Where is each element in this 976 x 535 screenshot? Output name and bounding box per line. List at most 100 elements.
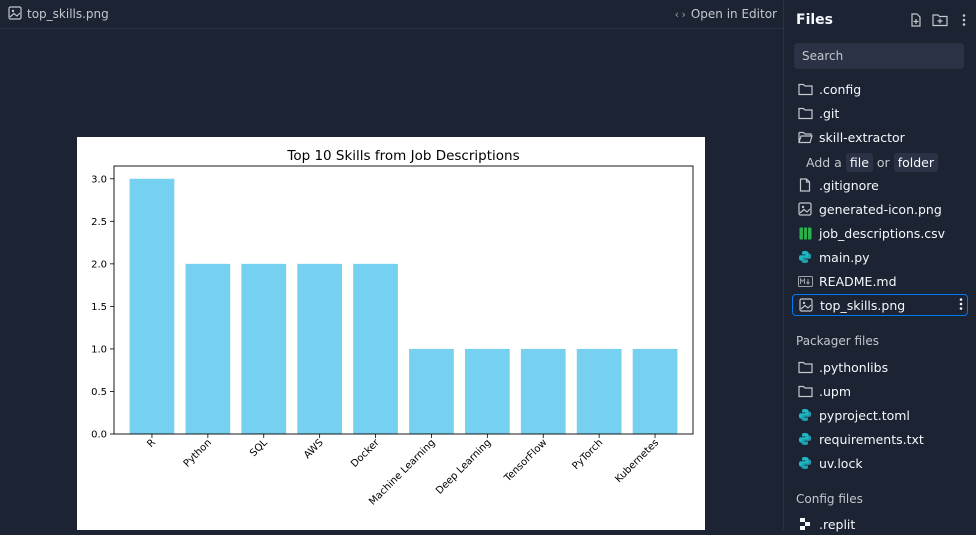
x-tick-label: TensorFlow xyxy=(502,437,549,484)
folder-icon xyxy=(797,105,813,121)
add-file-link[interactable]: file xyxy=(845,152,873,172)
python-icon xyxy=(797,249,813,265)
chart-image: Top 10 Skills from Job Descriptions R Pyth… xyxy=(77,137,705,530)
x-tick-label: Python xyxy=(182,437,214,469)
y-tick-label: 0.5 xyxy=(91,387,107,398)
x-tick-label: Docker xyxy=(349,437,382,470)
file-tree-item-label: main.py xyxy=(819,249,870,265)
kebab-menu-icon[interactable] xyxy=(959,297,963,314)
folder-icon xyxy=(797,383,813,399)
y-tick-label: 1.0 xyxy=(91,344,107,355)
x-tick-label: R xyxy=(145,437,158,450)
chart-bar xyxy=(576,348,622,434)
open-in-editor-label: Open in Editor xyxy=(690,7,777,21)
file-tree-item-label: .config xyxy=(819,81,862,97)
preview-title: top_skills.png xyxy=(8,5,109,23)
folder-icon xyxy=(797,359,813,375)
folder-open-icon xyxy=(797,129,813,145)
file-tree-item-label: .git xyxy=(819,105,840,121)
file-tree-item[interactable]: .git xyxy=(792,102,968,124)
chart-bar xyxy=(464,348,510,434)
search-placeholder: Search xyxy=(802,49,844,63)
x-tick-label: SQL xyxy=(248,437,270,459)
file-tree-item-label: generated-icon.png xyxy=(819,201,942,217)
folder-icon xyxy=(797,81,813,97)
x-tick-label: PyTorch xyxy=(570,437,605,472)
chart-bar xyxy=(241,263,287,434)
file-tree-item-label: requirements.txt xyxy=(819,431,924,447)
new-file-icon[interactable] xyxy=(908,12,924,28)
csv-icon xyxy=(797,225,813,241)
add-or-text: or xyxy=(876,154,890,170)
file-tree-item[interactable]: pyproject.toml xyxy=(792,404,968,426)
file-tree-item-label: pyproject.toml xyxy=(819,407,910,423)
more-options-icon[interactable] xyxy=(956,12,972,28)
image-icon xyxy=(798,297,814,313)
chart-bar xyxy=(520,348,566,434)
file-tree-item[interactable]: .upm xyxy=(792,380,968,402)
file-tree-item[interactable]: main.py xyxy=(792,246,968,268)
replit-icon xyxy=(797,516,813,532)
chart-bar xyxy=(353,263,398,434)
packager-files-label: Packager files xyxy=(796,334,880,348)
file-tree-item-label: uv.lock xyxy=(819,455,863,471)
x-tick-label: Kubernetes xyxy=(613,437,661,485)
chart-title: Top 10 Skills from Job Descriptions xyxy=(286,148,519,164)
file-tree-item[interactable]: generated-icon.png xyxy=(792,198,968,220)
add-text: Add a xyxy=(806,154,842,170)
file-tree-item-label: .upm xyxy=(819,383,852,399)
add-file-or-folder: Add a file or folder xyxy=(806,151,938,173)
new-folder-icon[interactable] xyxy=(932,12,948,28)
python-icon xyxy=(797,455,813,471)
chart-bar xyxy=(409,348,454,434)
x-tick-label: AWS xyxy=(302,437,326,461)
file-tree-item-label: .gitignore xyxy=(819,177,879,193)
file-tree-item-label: README.md xyxy=(819,273,897,289)
plot-frame xyxy=(113,165,694,435)
python-icon xyxy=(797,407,813,423)
chart-bar xyxy=(185,263,231,434)
file-tree-item[interactable]: requirements.txt xyxy=(792,428,968,450)
files-header: Files xyxy=(796,10,972,30)
y-tick-label: 1.5 xyxy=(91,302,107,313)
image-icon xyxy=(8,5,22,23)
file-tree-item-label: skill-extractor xyxy=(819,129,905,145)
add-folder-link[interactable]: folder xyxy=(893,152,938,172)
file-tree-item[interactable]: .config xyxy=(792,78,968,100)
image-preview-pane: top_skills.png ‹› Open in Editor Top 10 … xyxy=(0,0,783,530)
y-tick-label: 2.5 xyxy=(91,217,107,228)
chart-bar xyxy=(632,348,678,434)
file-tree-item[interactable]: job_descriptions.csv xyxy=(792,222,968,244)
bar-chart: Top 10 Skills from Job Descriptions R Pyth… xyxy=(91,148,694,508)
config-files-label: Config files xyxy=(796,492,863,506)
file-tree-item[interactable]: uv.lock xyxy=(792,452,968,474)
file-tree-item[interactable]: README.md xyxy=(792,270,968,292)
search-input[interactable]: Search xyxy=(794,43,964,69)
file-tree-item[interactable]: .gitignore xyxy=(792,174,968,196)
y-tick-label: 2.0 xyxy=(91,259,107,270)
preview-filename: top_skills.png xyxy=(27,7,109,21)
file-tree-item[interactable]: top_skills.png xyxy=(792,294,968,316)
y-tick-label: 3.0 xyxy=(91,174,107,185)
python-icon xyxy=(797,431,813,447)
file-tree-item-label: .pythonlibs xyxy=(819,359,889,375)
file-tree-item-label: top_skills.png xyxy=(820,297,906,313)
files-pane: Files Search .config .git skill-extractor.… xyxy=(784,0,976,532)
preview-header: top_skills.png ‹› Open in Editor xyxy=(0,0,783,29)
file-icon xyxy=(797,177,813,193)
code-icon: ‹› xyxy=(673,7,687,21)
file-tree-item-label: job_descriptions.csv xyxy=(819,225,946,241)
file-tree-item[interactable]: .replit xyxy=(792,513,968,535)
y-tick-label: 0.0 xyxy=(91,430,107,441)
open-in-editor-button[interactable]: ‹› Open in Editor xyxy=(674,7,777,21)
image-icon xyxy=(797,201,813,217)
file-tree-item-label: .replit xyxy=(819,516,856,532)
pane-divider[interactable] xyxy=(783,0,784,530)
files-title: Files xyxy=(796,12,833,28)
markdown-icon xyxy=(797,273,813,289)
file-tree-item[interactable]: .pythonlibs xyxy=(792,356,968,378)
chart-bar xyxy=(297,263,343,434)
x-tick-label: Deep Learning xyxy=(434,437,493,496)
chart-bar xyxy=(129,178,175,434)
file-tree-item[interactable]: skill-extractor xyxy=(792,126,968,148)
